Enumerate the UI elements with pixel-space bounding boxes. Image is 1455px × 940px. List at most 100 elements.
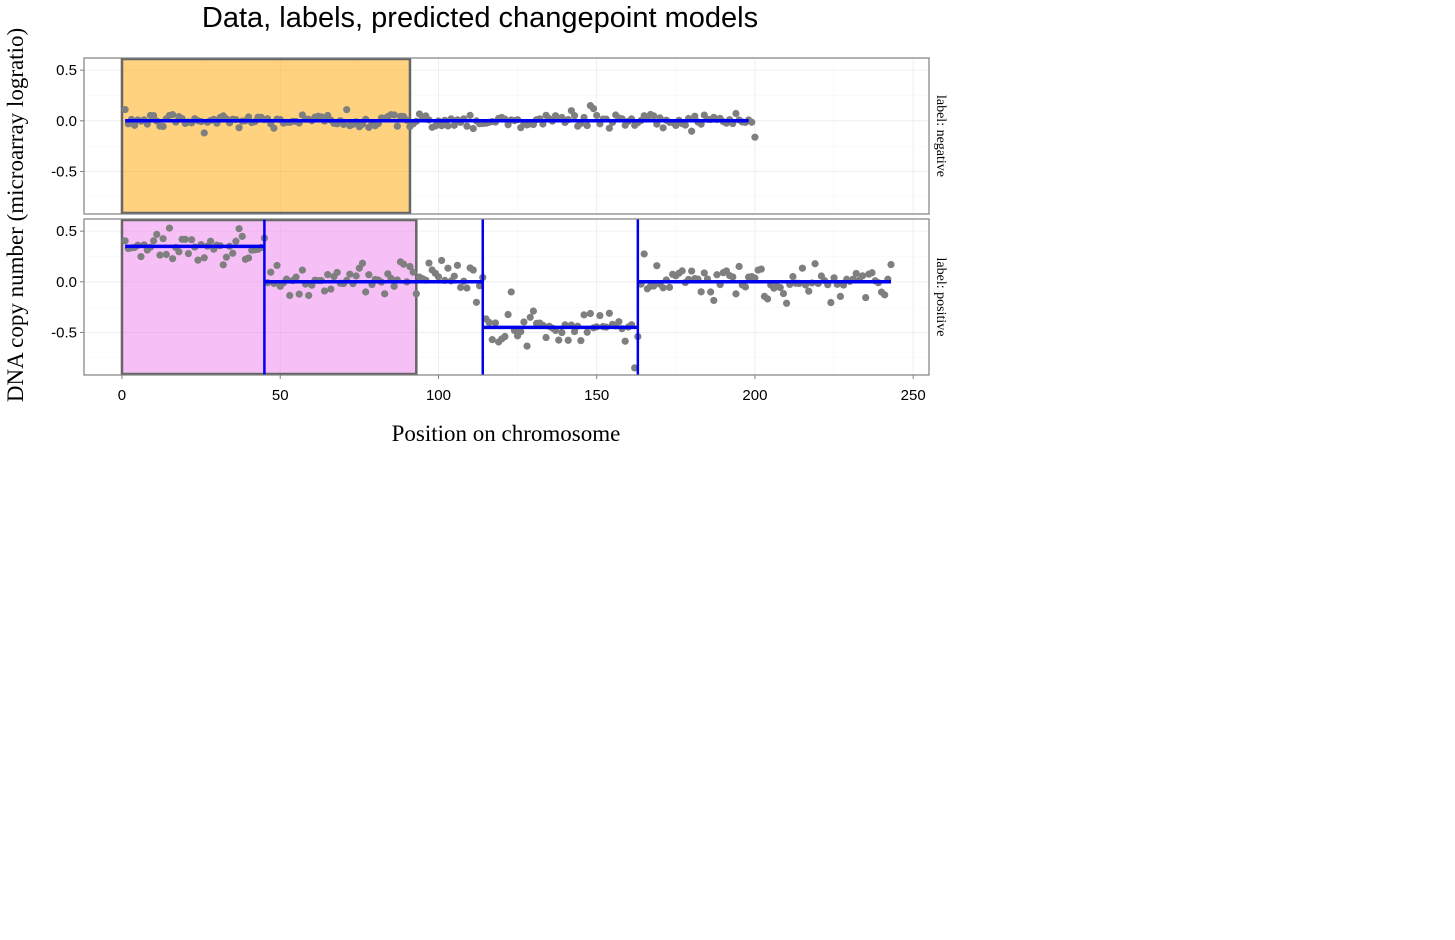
data-point [805,287,813,295]
data-point [305,291,313,300]
panel-positive: 0.5 0.0 -0.5 label: positive [51,218,948,376]
data-point [520,318,528,326]
data-point [852,269,860,278]
data-point [238,232,246,240]
label-region-positive [120,219,418,375]
panel-border [83,218,930,376]
x-axis: 0 50 100 150 200 250 [118,375,926,404]
data-point [659,284,667,292]
data-point [270,124,278,132]
data-point [219,261,227,269]
data-point [457,283,465,292]
data-point [400,260,408,268]
data-point [121,105,129,114]
data-point [586,309,594,318]
data-point [444,122,452,130]
data-point [324,271,332,279]
data-point [472,298,481,306]
data-point [681,121,689,129]
data-point [159,235,167,243]
data-point [463,284,471,292]
data-point [475,282,484,290]
data-point [169,255,177,263]
y-tick-label: 0.0 [56,274,77,291]
data-point [621,337,629,345]
label-region-negative [120,58,412,214]
data-point [501,332,509,341]
data-point [450,121,458,129]
data-point [200,129,208,137]
data-point [235,124,243,132]
data-point [881,291,889,299]
chart-title: Data, labels, predicted changepoint mode… [202,2,758,34]
data-point [741,283,750,291]
strip-label: label: positive [933,258,948,337]
data-point [735,262,743,271]
data-point [343,106,351,114]
data-point [165,224,174,232]
x-tick-label: 150 [584,387,609,404]
data-point [570,327,579,336]
data-point [640,250,648,258]
data-point [798,264,807,272]
data-point [650,112,658,120]
data-point [751,133,759,141]
data-point [184,250,193,258]
data-point [295,290,303,298]
data-point [469,124,477,133]
data-point [763,295,772,303]
data-point [292,273,300,281]
data-point [729,273,737,281]
x-tick-label: 0 [118,387,126,404]
data-point [485,318,493,327]
data-point [438,256,446,265]
data-point [333,268,341,277]
data-point [564,336,572,344]
data-point [434,273,443,281]
data-point [665,283,674,291]
data-point [200,254,208,262]
data-point [444,264,452,272]
data-point [529,307,538,315]
data-point [526,313,534,321]
data-point [659,124,667,132]
y-axis-title: DNA copy number (microarray logratio) [3,28,28,402]
data-point [570,112,579,120]
data-point [358,259,367,267]
data-point [491,319,500,327]
data-point [156,251,164,259]
x-tick-label: 200 [742,387,767,404]
data-point [558,328,566,337]
data-point [887,260,895,269]
data-point [346,270,354,278]
data-point [244,113,253,121]
y-tick-label: 0.5 [56,62,77,79]
data-point [137,253,145,261]
data-point [206,237,215,245]
strip-label: label: negative [933,95,948,177]
data-point [710,296,718,305]
data-point [409,268,417,276]
data-point [286,291,294,300]
data-point [542,333,550,342]
data-point [327,285,335,293]
data-point [150,112,158,120]
data-point [244,254,253,262]
data-point [362,288,370,296]
data-point [181,235,189,243]
data-point [830,274,838,282]
data-point [789,272,797,281]
data-point [298,266,306,274]
data-point [751,274,759,282]
data-point [504,310,512,319]
data-point [593,111,601,120]
data-point [577,337,585,345]
data-point [583,328,591,336]
data-point [188,236,196,244]
data-point [425,259,433,267]
y-tick-label: 0.0 [56,113,77,130]
data-point [406,262,414,271]
x-axis-title: Position on chromosome [392,421,621,446]
data-point [412,290,420,298]
data-point [836,292,844,301]
